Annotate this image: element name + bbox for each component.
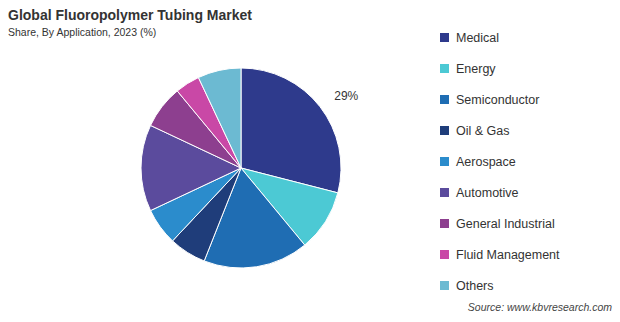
legend-label: Energy — [456, 62, 496, 76]
chart: Global Fluoropolymer Tubing Market Share,… — [0, 0, 620, 322]
data-label: 29% — [334, 89, 358, 103]
legend-swatch — [440, 64, 449, 73]
legend-label: Automotive — [456, 186, 519, 200]
legend-label: Fluid Management — [456, 248, 560, 262]
pie-slice — [198, 68, 241, 168]
title: Global Fluoropolymer Tubing Market — [8, 7, 252, 23]
legend-swatch — [440, 219, 449, 228]
legend-swatch — [440, 157, 449, 166]
legend-swatch — [440, 126, 449, 135]
legend-swatch — [440, 95, 449, 104]
pie — [141, 68, 341, 268]
data-labels: 29% — [334, 89, 358, 103]
legend-swatch — [440, 188, 449, 197]
legend-label: General Industrial — [456, 217, 555, 231]
legend-label: Semiconductor — [456, 93, 539, 107]
legend-swatch — [440, 250, 449, 259]
legend-label: Medical — [456, 31, 499, 45]
subtitle: Share, By Application, 2023 (%) — [8, 26, 156, 38]
legend: Medical Energy Semiconductor Oil & Gas Aeros… — [440, 31, 560, 293]
legend-label: Oil & Gas — [456, 124, 510, 138]
legend-swatch — [440, 33, 449, 42]
legend-label: Aerospace — [456, 155, 516, 169]
legend-swatch — [440, 281, 449, 290]
source: Source: www.kbvresearch.com — [468, 301, 612, 313]
legend-label: Others — [456, 279, 494, 293]
